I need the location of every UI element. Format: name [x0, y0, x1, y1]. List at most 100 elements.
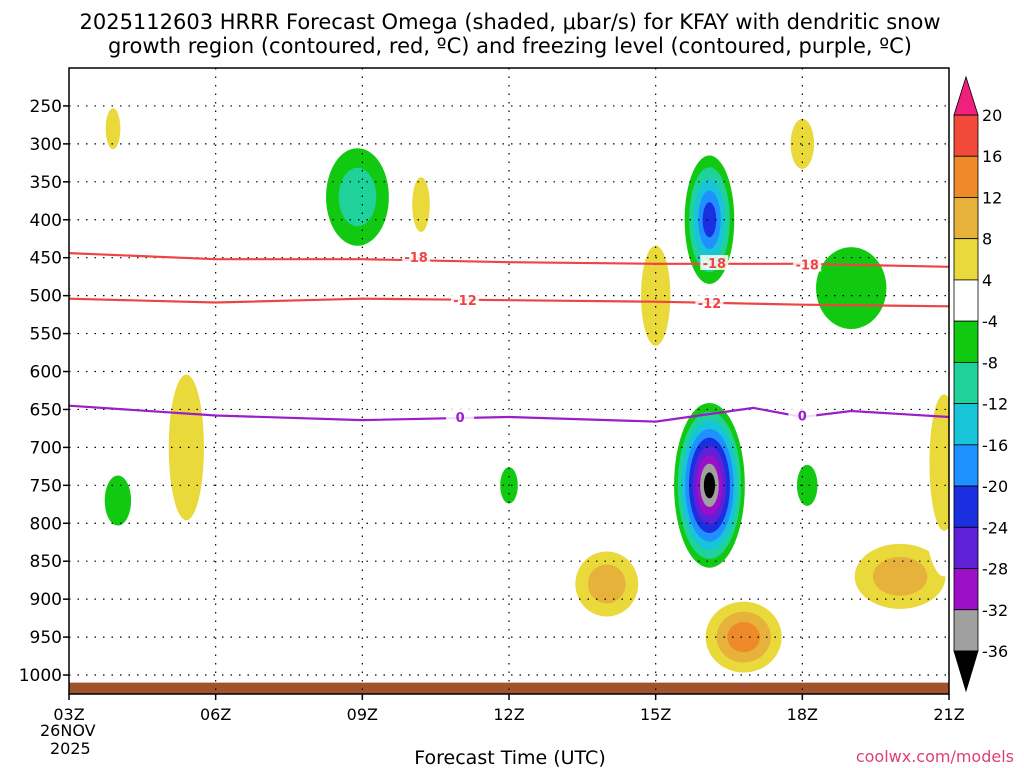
colorbar-label-3: 8	[982, 230, 992, 249]
omega-shade-7-2	[587, 564, 626, 604]
contour-label-bg-1-0	[451, 292, 479, 308]
omega-feature-6	[792, 219, 910, 357]
colorbar-swatch-10	[953, 526, 979, 569]
x-tick-label-3: 12Z	[493, 705, 524, 724]
y-tick-label-11: 800	[30, 514, 62, 534]
contour-label-bg-2-1	[788, 407, 817, 423]
contour-label-bg-0-2	[700, 255, 729, 271]
omega-feature-10	[782, 102, 822, 186]
credit-text[interactable]: coolwx.com/models	[856, 747, 1014, 766]
omega-feature-11	[100, 94, 126, 163]
omega-shade-13-1	[412, 177, 430, 232]
colorbar: 20 16 12 8 4 -4 -8 -12 -16 -20 -24 -28 -32 -36	[953, 75, 1008, 693]
y-tick-label-6: 550	[30, 325, 62, 345]
x-tick-label-0: 03Z	[53, 705, 84, 724]
omega-shade-1-5	[702, 202, 717, 238]
y-tick-label-5: 500	[30, 287, 62, 307]
contour-label-1-0: -12	[453, 294, 477, 309]
colorbar-label-9: -20	[982, 477, 1008, 496]
omega-feature-12	[157, 325, 216, 569]
y-tick-label-1: 300	[30, 135, 62, 155]
omega-feature-2	[313, 128, 402, 266]
omega-shade-8-3	[727, 621, 760, 653]
colorbar-swatch-11	[953, 568, 979, 611]
y-tick-label-0: 250	[30, 97, 62, 117]
omega-feature-13	[406, 159, 436, 251]
colorbar-label-8: -16	[982, 436, 1008, 455]
y-axis: 250 300 350 400 450 500 550 600 650 700 750 800 850 9…	[19, 97, 69, 686]
contour-label-0-0: -18	[404, 251, 428, 266]
colorbar-swatch-7	[953, 403, 979, 446]
colorbar-label-12: -32	[982, 601, 1008, 620]
omega-feature-0	[670, 394, 749, 577]
colorbar-swatch-2	[953, 197, 979, 240]
colorbar-label-0: 20	[982, 106, 1002, 125]
x-axis: 03Z 06Z 09Z 12Z 15Z 18Z 21Z	[53, 694, 965, 724]
omega-features	[95, 94, 949, 683]
colorbar-label-6: -8	[982, 353, 998, 372]
x-tick-label-6: 21Z	[933, 705, 964, 724]
contour-line-1	[69, 297, 949, 308]
contour-label-bg-1-1	[695, 295, 724, 311]
omega-shade-12-1	[168, 374, 204, 521]
colorbar-label-10: -24	[982, 518, 1008, 537]
chart-title-line1: 2025112603 HRRR Forecast Omega (shaded, …	[79, 10, 940, 34]
y-tick-label-10: 750	[30, 476, 62, 496]
contour-label-2-1: 0	[798, 410, 807, 425]
y-tick-label-4: 450	[30, 249, 62, 269]
y-tick-label-2: 350	[30, 173, 62, 193]
colorbar-label-4: 4	[982, 271, 992, 290]
contour-lines: -18 -18 -18 -12 -12 0 0	[69, 248, 949, 426]
x-tick-label-2: 09Z	[347, 705, 378, 724]
x-tick-label-1: 06Z	[200, 705, 231, 724]
chart-title-line2: growth region (contoured, red, ºC) and f…	[108, 34, 912, 58]
omega-shade-5-1	[796, 464, 818, 506]
colorbar-swatch-1	[953, 155, 979, 198]
ground-layer	[69, 682, 949, 694]
x-axis-title: Forecast Time (UTC)	[414, 747, 605, 768]
colorbar-label-11: -28	[982, 560, 1008, 579]
x-tick-label-5: 18Z	[787, 705, 818, 724]
colorbar-swatch-9	[953, 485, 979, 528]
contour-label-0-1: -18	[795, 259, 819, 274]
date-label-year: 2025	[50, 739, 91, 758]
omega-feature-9	[836, 530, 949, 622]
y-tick-label-9: 700	[30, 438, 62, 458]
omega-shade-2-2	[338, 167, 377, 227]
colorbar-label-5: -4	[982, 312, 998, 331]
contour-label-bg-0-1	[793, 256, 822, 272]
colorbar-label-1: 16	[982, 147, 1002, 166]
contour-label-bg-0-0	[402, 248, 431, 264]
colorbar-swatch-12	[953, 609, 979, 652]
y-tick-label-14: 950	[30, 628, 62, 648]
x-tick-label-4: 15Z	[640, 705, 671, 724]
colorbar-swatch-4	[953, 279, 979, 322]
ground-surface	[69, 682, 949, 694]
colorbar-arrow-bottom	[953, 650, 979, 693]
y-tick-label-3: 400	[30, 211, 62, 231]
contour-label-0-2: -18	[703, 257, 727, 272]
y-tick-label-15: 1000	[19, 666, 62, 686]
y-tick-label-13: 900	[30, 590, 62, 610]
contour-label-1-1: -12	[698, 297, 722, 312]
omega-shade-9-2	[872, 556, 928, 596]
colorbar-swatch-5	[953, 320, 979, 363]
colorbar-label-2: 12	[982, 188, 1002, 207]
omega-shade-11-1	[105, 108, 121, 150]
colorbar-swatch-0	[953, 114, 979, 157]
omega-shade-6-1	[816, 247, 887, 330]
omega-shade-15-1	[929, 394, 949, 531]
omega-feature-3	[95, 458, 140, 543]
contour-label-bg-2-0	[446, 409, 475, 425]
y-tick-label-12: 850	[30, 552, 62, 572]
colorbar-swatch-8	[953, 444, 979, 487]
omega-feature-8	[694, 591, 793, 683]
omega-shade-0-9	[703, 472, 716, 499]
contour-label-2-0: 0	[456, 411, 465, 426]
omega-shade-10-1	[790, 118, 815, 169]
colorbar-label-13: -36	[982, 642, 1008, 661]
colorbar-arrow-top	[953, 75, 979, 116]
contour-line-2	[69, 404, 949, 423]
omega-feature-1	[680, 143, 739, 296]
